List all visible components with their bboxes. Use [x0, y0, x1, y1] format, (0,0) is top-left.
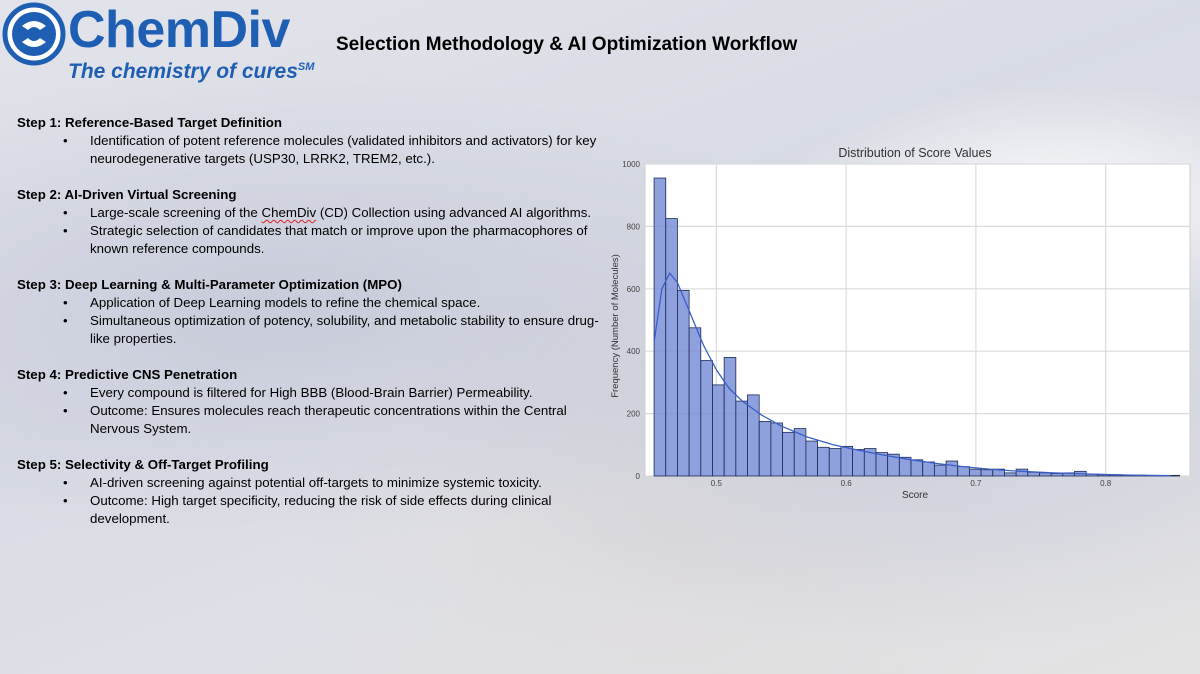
histogram-bar — [735, 400, 748, 477]
histogram-bar — [688, 327, 702, 477]
histogram-bar — [840, 445, 854, 477]
logo-name: ChemDiv — [68, 1, 290, 59]
histogram-bar — [980, 469, 994, 477]
y-tick-label: 600 — [627, 285, 641, 294]
steps-list: Step 1: Reference-Based Target Definitio… — [17, 114, 617, 546]
histogram-bar — [677, 289, 690, 477]
score-distribution-chart: Distribution of Score Values Score Frequ… — [610, 146, 1191, 501]
step-3: Step 3: Deep Learning & Multi-Parameter … — [17, 276, 617, 348]
bullet-dot-icon: • — [63, 223, 68, 238]
logo-tagline: The chemistry of curesSM — [68, 60, 315, 83]
step-heading: Step 2: AI-Driven Virtual Screening — [17, 187, 237, 202]
bullet-item: • Outcome: Ensures molecules reach therap… — [63, 403, 567, 436]
histogram-bar — [782, 431, 795, 477]
histogram-bar — [828, 448, 842, 477]
histogram-bar — [817, 446, 830, 477]
step-4: Step 4: Predictive CNS Penetration • Ever… — [17, 366, 617, 438]
step-2: Step 2: AI-Driven Virtual Screening • Lar… — [17, 186, 617, 258]
bullet-item: • Strategic selection of candidates that … — [63, 223, 588, 256]
bullet-item: • AI-driven screening against potential o… — [63, 475, 542, 490]
y-tick-label: 800 — [627, 222, 641, 231]
step-heading: Step 1: Reference-Based Target Definitio… — [17, 115, 283, 130]
step-1: Step 1: Reference-Based Target Definitio… — [17, 114, 617, 168]
bullet-dot-icon: • — [63, 133, 68, 148]
bullet-dot-icon: • — [63, 295, 68, 310]
x-tick-label: 0.7 — [970, 479, 982, 488]
histogram-bar — [723, 357, 737, 477]
step-heading: Step 4: Predictive CNS Penetration — [17, 367, 238, 382]
bullet-dot-icon: • — [63, 403, 68, 418]
chemdiv-logo: ChemDiv The chemistry of curesSM — [2, 1, 315, 88]
y-tick-label: 200 — [627, 410, 641, 419]
histogram-bar — [1004, 472, 1017, 477]
histogram-bar — [957, 466, 970, 477]
chart-title: Distribution of Score Values — [838, 146, 991, 160]
histogram-bar — [1050, 473, 1064, 477]
step-heading: Step 5: Selectivity & Off-Target Profili… — [17, 457, 269, 472]
slide-title: Selection Methodology & AI Optimization … — [336, 34, 798, 55]
bullet-item: • Application of Deep Learning models to … — [63, 295, 481, 310]
histogram-bar — [1039, 472, 1052, 477]
step-5: Step 5: Selectivity & Off-Target Profili… — [17, 456, 617, 528]
histogram-bar — [700, 360, 713, 477]
bullet-dot-icon: • — [63, 205, 68, 220]
histogram-bar — [747, 394, 760, 477]
x-axis-label: Score — [902, 490, 929, 501]
histogram-bar — [922, 461, 935, 477]
bullet-dot-icon: • — [63, 475, 68, 490]
y-axis-label: Frequency (Number of Molecules) — [610, 254, 621, 398]
histogram-bar — [770, 422, 783, 477]
x-tick-label: 0.5 — [711, 479, 723, 488]
histogram-bar — [805, 440, 818, 477]
histogram-bar — [1027, 471, 1040, 477]
x-tick-label: 0.6 — [841, 479, 853, 488]
kde-curve — [653, 272, 1171, 477]
histogram-bar — [933, 464, 947, 477]
bullet-dot-icon: • — [63, 385, 68, 400]
bullet-item: • Every compound is filtered for High BBB… — [63, 385, 533, 400]
step-heading: Step 3: Deep Learning & Multi-Parameter … — [17, 277, 402, 292]
histogram-bar — [1015, 468, 1029, 477]
bullet-item: • Identification of potent reference mole… — [63, 133, 597, 166]
y-tick-label: 1000 — [622, 160, 640, 169]
histogram-bar — [852, 449, 865, 477]
histogram-bar — [969, 468, 982, 477]
histogram-bar — [712, 384, 725, 477]
bullet-item: • Outcome: High target specificity, reduc… — [63, 493, 552, 526]
y-tick-label: 0 — [636, 472, 641, 481]
bullet-item: • Simultaneous optimization of potency, s… — [63, 313, 599, 346]
histogram-bar — [758, 420, 772, 477]
bullet-dot-icon: • — [63, 493, 68, 508]
y-tick-label: 400 — [627, 347, 641, 356]
x-tick-label: 0.8 — [1100, 479, 1112, 488]
histogram-bar — [945, 460, 959, 477]
histogram-bar — [665, 218, 678, 477]
bullet-dot-icon: • — [63, 313, 68, 328]
histogram-bar — [910, 459, 924, 477]
bullet-item: • Large-scale screening of the ChemDiv (C… — [63, 205, 592, 220]
chemdiv-logo-icon — [2, 2, 66, 66]
